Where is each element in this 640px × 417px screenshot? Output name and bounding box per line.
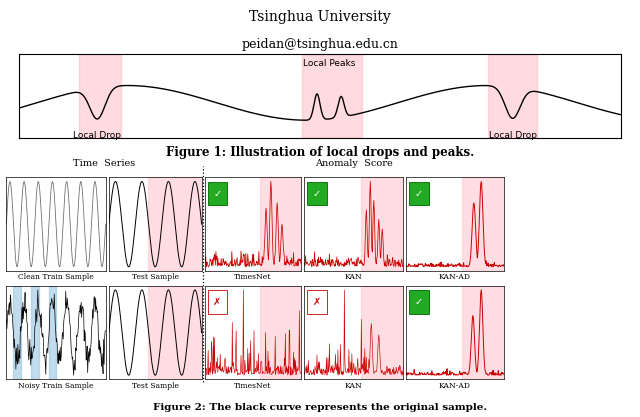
Bar [79,54,122,138]
Text: Figure 1: Illustration of local drops and peaks.: Figure 1: Illustration of local drops an… [166,146,474,159]
Text: ✓: ✓ [415,297,423,307]
Text: Time  Series: Time Series [73,159,135,168]
Bar [13,286,20,379]
FancyBboxPatch shape [410,290,429,314]
Text: ✗: ✗ [213,297,221,307]
Text: TimesNet: TimesNet [234,382,271,389]
Text: ✗: ✗ [313,297,321,307]
FancyBboxPatch shape [307,290,327,314]
Text: Test Sample: Test Sample [132,382,179,389]
Text: Local Drop: Local Drop [74,131,122,140]
Text: KAN: KAN [345,382,362,389]
Bar [302,54,362,138]
Text: ✓: ✓ [313,188,321,198]
Text: KAN-AD: KAN-AD [439,382,471,389]
Text: Anomaly  Score: Anomaly Score [316,159,393,168]
Text: Local Drop: Local Drop [488,131,536,140]
Text: ✓: ✓ [213,188,221,198]
FancyBboxPatch shape [207,182,227,206]
Bar [360,286,403,379]
Text: ✓: ✓ [415,188,423,198]
Text: Test Sample: Test Sample [132,273,179,281]
FancyBboxPatch shape [307,182,327,206]
Text: Tsinghua University: Tsinghua University [249,10,391,24]
Bar [488,54,536,138]
Text: Figure 2: The black curve represents the original sample.: Figure 2: The black curve represents the… [153,403,487,412]
Text: Clean Train Sample: Clean Train Sample [18,273,94,281]
Bar [260,286,301,379]
Text: Local Peaks: Local Peaks [303,59,355,68]
FancyBboxPatch shape [207,290,227,314]
Bar [31,286,38,379]
Bar [49,286,56,379]
Text: KAN-AD: KAN-AD [439,273,471,281]
Bar [260,177,301,271]
Bar [148,177,202,271]
FancyBboxPatch shape [410,182,429,206]
Bar [360,177,403,271]
Bar [148,286,202,379]
Bar [462,286,504,379]
Text: TimesNet: TimesNet [234,273,271,281]
Text: Noisy Train Sample: Noisy Train Sample [19,382,93,389]
Text: KAN: KAN [345,273,362,281]
Text: peidan@tsinghua.edu.cn: peidan@tsinghua.edu.cn [241,38,399,50]
Bar [462,177,504,271]
